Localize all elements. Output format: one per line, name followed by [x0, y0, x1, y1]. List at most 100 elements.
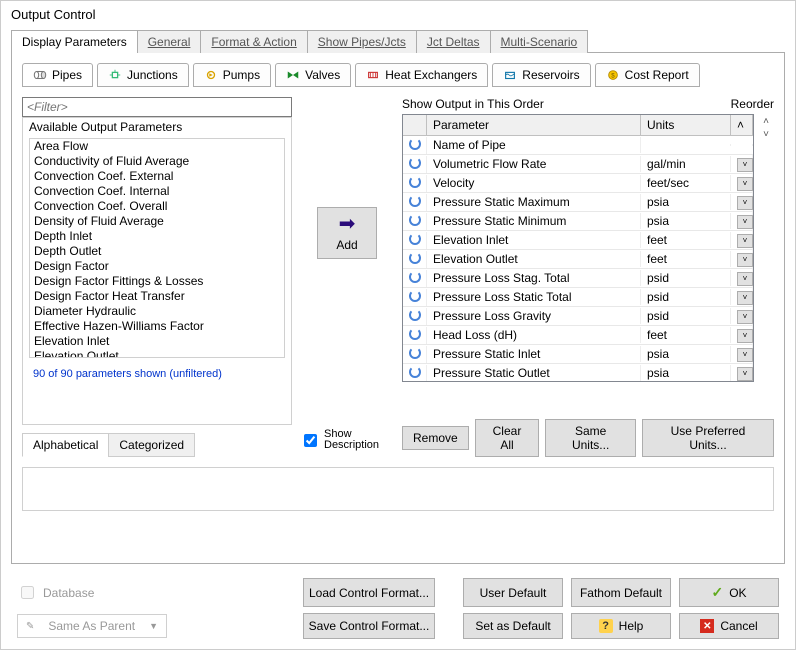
order-row[interactable]: Pressure Loss Gravitypsid˅ [403, 307, 753, 326]
subtab-cost-report[interactable]: $Cost Report [595, 63, 700, 87]
order-row[interactable]: Pressure Loss Static Totalpsid˅ [403, 288, 753, 307]
units-dropdown[interactable]: ˅ [731, 269, 753, 287]
units-dropdown[interactable] [731, 144, 753, 146]
units-dropdown[interactable]: ˅ [731, 364, 753, 382]
refresh-icon [403, 251, 427, 268]
units-dropdown[interactable]: ˅ [731, 174, 753, 192]
available-item[interactable]: Effective Hazen-Williams Factor [30, 319, 284, 334]
order-table[interactable]: Parameter Units ˄ Name of PipeVolumetric… [402, 114, 754, 382]
order-row[interactable]: Head Loss (dH)feet˅ [403, 326, 753, 345]
subtab-pumps[interactable]: Pumps [193, 63, 271, 87]
order-units: psid [641, 308, 731, 324]
available-parameters-panel: Available Output Parameters Area FlowCon… [22, 97, 292, 457]
cancel-button[interactable]: ✕ Cancel [679, 613, 779, 639]
tab-format-action[interactable]: Format & Action [200, 30, 307, 53]
available-item[interactable]: Design Factor [30, 259, 284, 274]
available-item[interactable]: Area Flow [30, 139, 284, 154]
refresh-icon [403, 308, 427, 325]
order-param: Pressure Loss Static Total [427, 289, 641, 305]
tab-show-pipes-jcts[interactable]: Show Pipes/Jcts [307, 30, 417, 53]
order-th-units[interactable]: Units [641, 115, 731, 135]
units-dropdown[interactable]: ˅ [731, 155, 753, 173]
order-row[interactable]: Pressure Static Minimumpsia˅ [403, 212, 753, 231]
units-dropdown[interactable]: ˅ [731, 212, 753, 230]
use-preferred-units-button[interactable]: Use Preferred Units... [642, 419, 774, 457]
order-row[interactable]: Elevation Inletfeet˅ [403, 231, 753, 250]
order-units: psia [641, 346, 731, 362]
show-description-checkbox[interactable] [304, 434, 317, 447]
database-checkbox-wrap: Database [17, 583, 94, 602]
cancel-icon: ✕ [700, 619, 714, 633]
reorder-up-button[interactable]: ˄ [763, 116, 769, 127]
set-as-default-button[interactable]: Set as Default [463, 613, 563, 639]
available-item[interactable]: Diameter Hydraulic [30, 304, 284, 319]
window-title: Output Control [1, 1, 795, 26]
tab-multi-scenario[interactable]: Multi-Scenario [490, 30, 589, 53]
refresh-icon [403, 194, 427, 211]
units-dropdown[interactable]: ˅ [731, 250, 753, 268]
subtab-valves[interactable]: Valves [275, 63, 351, 87]
add-button[interactable]: ➡ Add [317, 207, 377, 259]
order-row[interactable]: Velocityfeet/sec˅ [403, 174, 753, 193]
available-item[interactable]: Depth Outlet [30, 244, 284, 259]
filter-input[interactable] [22, 97, 292, 117]
tab-jct-deltas[interactable]: Jct Deltas [416, 30, 491, 53]
order-th-parameter[interactable]: Parameter [427, 115, 641, 135]
show-description-toggle[interactable]: Show Description [300, 429, 384, 451]
fathom-default-button[interactable]: Fathom Default [571, 578, 671, 607]
units-dropdown[interactable]: ˅ [731, 231, 753, 249]
tab-display-parameters[interactable]: Display Parameters [11, 30, 138, 53]
order-row[interactable]: Volumetric Flow Rategal/min˅ [403, 155, 753, 174]
load-control-format-button[interactable]: Load Control Format... [303, 578, 435, 607]
order-row[interactable]: Name of Pipe [403, 136, 753, 155]
tab-categorized[interactable]: Categorized [108, 433, 195, 457]
order-row[interactable]: Pressure Static Outletpsia˅ [403, 364, 753, 382]
order-row[interactable]: Pressure Loss Stag. Totalpsid˅ [403, 269, 753, 288]
units-dropdown[interactable]: ˅ [731, 345, 753, 363]
available-item[interactable]: Elevation Inlet [30, 334, 284, 349]
available-item[interactable]: Density of Fluid Average [30, 214, 284, 229]
order-row[interactable]: Pressure Static Maximumpsia˅ [403, 193, 753, 212]
available-item[interactable]: Conductivity of Fluid Average [30, 154, 284, 169]
subtab-reservoirs[interactable]: Reservoirs [492, 63, 590, 87]
subtab-junctions[interactable]: Junctions [97, 63, 189, 87]
available-item[interactable]: Depth Inlet [30, 229, 284, 244]
units-dropdown[interactable]: ˅ [731, 307, 753, 325]
order-units: psia [641, 194, 731, 210]
order-units: gal/min [641, 156, 731, 172]
add-button-label: Add [318, 238, 376, 252]
add-arrow-icon: ➡ [318, 214, 376, 234]
available-item[interactable]: Convection Coef. Internal [30, 184, 284, 199]
refresh-icon [403, 175, 427, 192]
available-item[interactable]: Convection Coef. External [30, 169, 284, 184]
reorder-down-button[interactable]: ˅ [763, 129, 769, 140]
user-default-button[interactable]: User Default [463, 578, 563, 607]
order-row[interactable]: Pressure Static Inletpsia˅ [403, 345, 753, 364]
help-button[interactable]: ? Help [571, 613, 671, 639]
ok-button[interactable]: ✓ OK [679, 578, 779, 607]
available-item[interactable]: Elevation Outlet [30, 349, 284, 358]
available-item[interactable]: Design Factor Heat Transfer [30, 289, 284, 304]
refresh-icon [403, 213, 427, 230]
available-title: Available Output Parameters [23, 118, 291, 136]
order-row[interactable]: Elevation Outletfeet˅ [403, 250, 753, 269]
selected-parameters-panel: Show Output in This Order Reorder Parame… [402, 97, 774, 457]
available-list[interactable]: Area FlowConductivity of Fluid AverageCo… [29, 138, 285, 358]
remove-button[interactable]: Remove [402, 426, 469, 450]
save-control-format-button[interactable]: Save Control Format... [303, 613, 435, 639]
available-count: 90 of 90 parameters shown (unfiltered) [23, 360, 291, 386]
clear-all-button[interactable]: Clear All [475, 419, 540, 457]
same-units-button[interactable]: Same Units... [545, 419, 636, 457]
units-dropdown[interactable]: ˅ [731, 288, 753, 306]
units-dropdown[interactable]: ˅ [731, 326, 753, 344]
subtab-heat-exchangers[interactable]: Heat Exchangers [355, 63, 488, 87]
available-item[interactable]: Convection Coef. Overall [30, 199, 284, 214]
order-units: feet [641, 327, 731, 343]
order-param: Velocity [427, 175, 641, 191]
units-dropdown[interactable]: ˅ [731, 193, 753, 211]
available-item[interactable]: Design Factor Fittings & Losses [30, 274, 284, 289]
order-param: Name of Pipe [427, 137, 641, 153]
subtab-pipes[interactable]: Pipes [22, 63, 93, 87]
tab-alphabetical[interactable]: Alphabetical [22, 433, 109, 457]
tab-general[interactable]: General [137, 30, 202, 53]
